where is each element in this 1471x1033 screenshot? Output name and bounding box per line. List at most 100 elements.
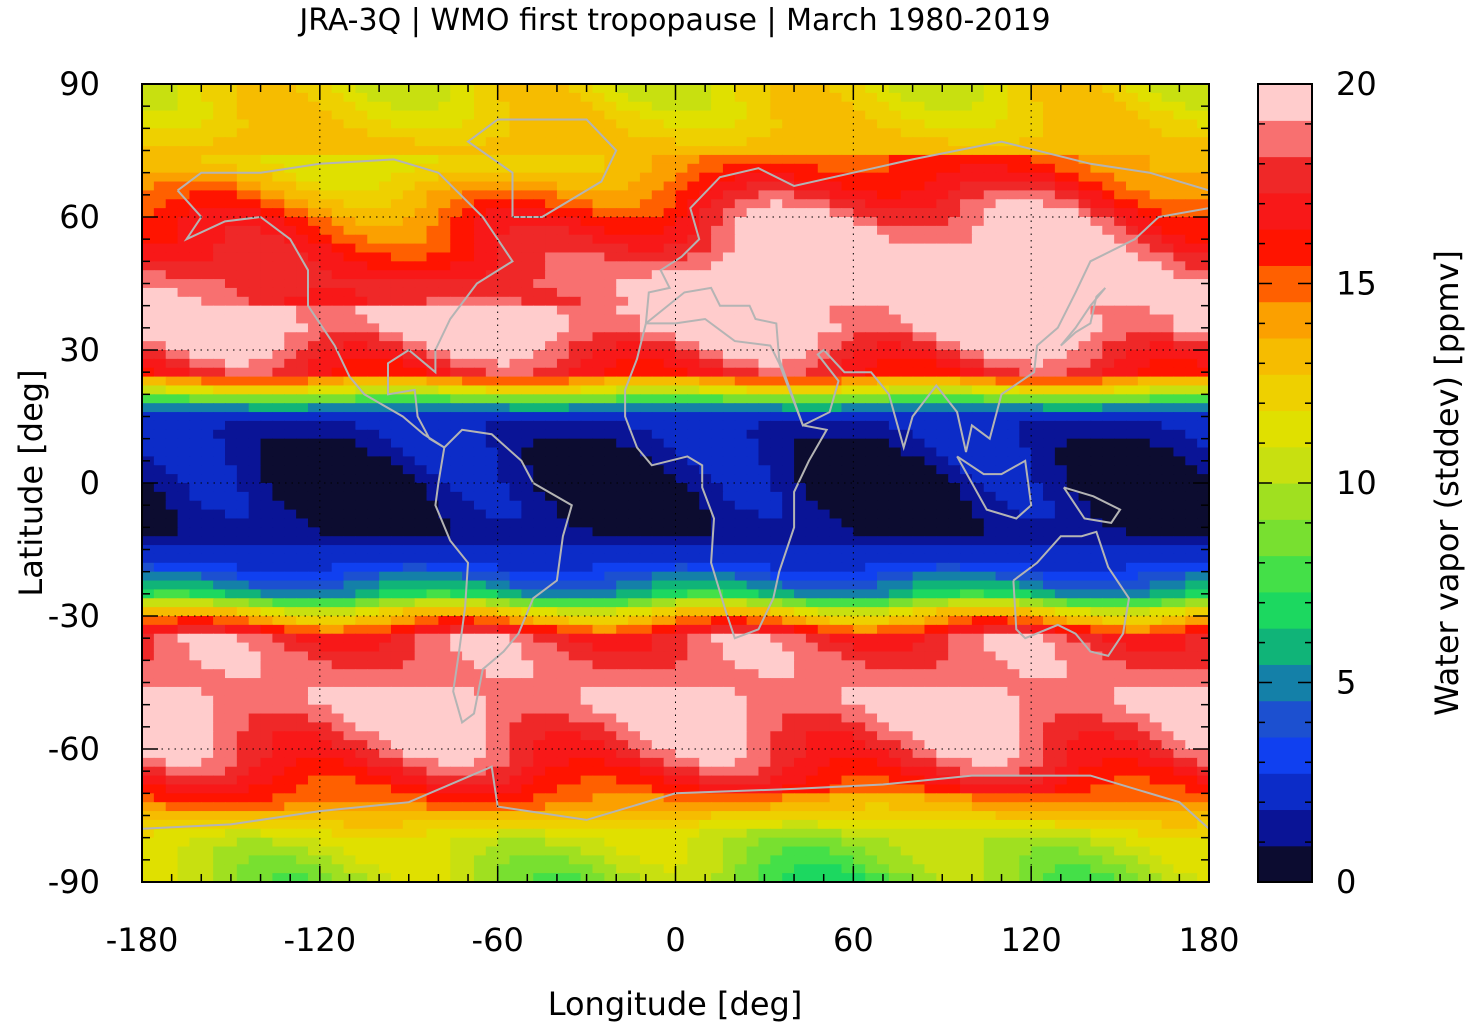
heatmap-cell [485,376,499,387]
heatmap-cell [1102,270,1115,280]
heatmap-cell [639,385,653,395]
heatmap-cell [509,562,522,573]
heatmap-cell [1066,279,1080,289]
heatmap-cell [248,323,262,333]
heatmap-cell [296,296,309,307]
heatmap-cell [888,92,902,103]
heatmap-cell [829,367,843,378]
heatmap-cell [1019,385,1032,395]
heatmap-cell [556,217,570,227]
heatmap-cell [722,376,736,387]
heatmap-cell [402,163,416,174]
heatmap-cell [450,225,463,236]
heatmap-cell [1019,332,1032,342]
heatmap-cell [734,154,748,165]
heatmap-cell [580,332,594,342]
heatmap-cell [307,438,321,449]
heatmap-cell [450,323,463,333]
heatmap-cell [995,323,1009,333]
heatmap-cell [604,279,617,289]
heatmap-cell [1137,146,1151,156]
heatmap-cell [355,172,368,183]
heatmap-cell [877,314,890,324]
heatmap-cell [153,199,167,209]
heatmap-cell [639,128,653,138]
heatmap-cell [936,385,949,395]
heatmap-cell [971,429,985,440]
heatmap-cell [296,500,309,511]
heatmap-cell [592,279,605,289]
heatmap-cell [888,296,902,307]
heatmap-cell [284,483,297,493]
heatmap-cell [1043,562,1056,573]
heatmap-cell [1185,350,1198,360]
heatmap-cell [260,358,274,369]
heatmap-cell [319,332,333,342]
heatmap-cell [153,562,167,573]
heatmap-cell [189,350,202,360]
heatmap-cell [224,208,238,218]
heatmap-cell [841,199,854,209]
heatmap-cell [687,367,700,378]
heatmap-cell [331,465,345,475]
heatmap-cell [414,545,428,555]
heatmap-cell [924,314,937,324]
heatmap-cell [746,341,760,351]
heatmap-cell [616,287,629,298]
heatmap-cell [877,456,890,466]
heatmap-cell [213,341,226,351]
heatmap-cell [651,412,665,422]
heatmap-cell [556,296,570,307]
heatmap-cell [948,350,961,360]
heatmap-cell [201,270,214,280]
heatmap-cell [782,84,795,94]
heatmap-cell [746,217,760,227]
heatmap-cell [260,234,274,245]
heatmap-cell [687,287,700,298]
heatmap-cell [746,491,760,502]
heatmap-cell [900,181,914,191]
heatmap-cell [592,287,605,298]
heatmap-cell [236,465,250,475]
heatmap-cell [473,483,487,493]
heatmap-cell [734,243,748,254]
heatmap-cell [675,314,688,324]
heatmap-cell [545,385,558,395]
heatmap-cell [758,296,771,307]
heatmap-cell [390,571,404,582]
heatmap-cell [224,332,238,342]
heatmap-cell [829,518,843,528]
heatmap-cell [450,314,463,324]
heatmap-cell [1114,527,1127,537]
heatmap-cell [509,84,522,94]
heatmap-cell [1149,234,1163,245]
heatmap-cell [307,154,321,165]
heatmap-cell [307,84,321,94]
heatmap-cell [782,438,795,449]
heatmap-cell [473,314,487,324]
heatmap-cell [983,562,997,573]
heatmap-cell [402,137,416,147]
heatmap-cell [1126,190,1139,200]
heatmap-cell [1054,172,1068,183]
heatmap-cell [414,296,428,307]
heatmap-cell [142,110,155,121]
heatmap-cell [1019,243,1032,254]
heatmap-cell [782,101,795,112]
heatmap-cell [794,553,807,564]
heatmap-cell [805,438,819,449]
heatmap-cell [355,279,368,289]
heatmap-cell [592,172,605,183]
heatmap-cell [390,562,404,573]
heatmap-cell [296,412,309,422]
heatmap-cell [995,270,1009,280]
heatmap-cell [675,287,688,298]
heatmap-cell [580,137,594,147]
heatmap-cell [1173,119,1186,129]
heatmap-cell [1019,261,1032,271]
heatmap-cell [912,358,926,369]
heatmap-cell [853,465,866,475]
heatmap-cell [580,217,594,227]
heatmap-cell [367,553,380,564]
heatmap-cell [438,154,451,165]
